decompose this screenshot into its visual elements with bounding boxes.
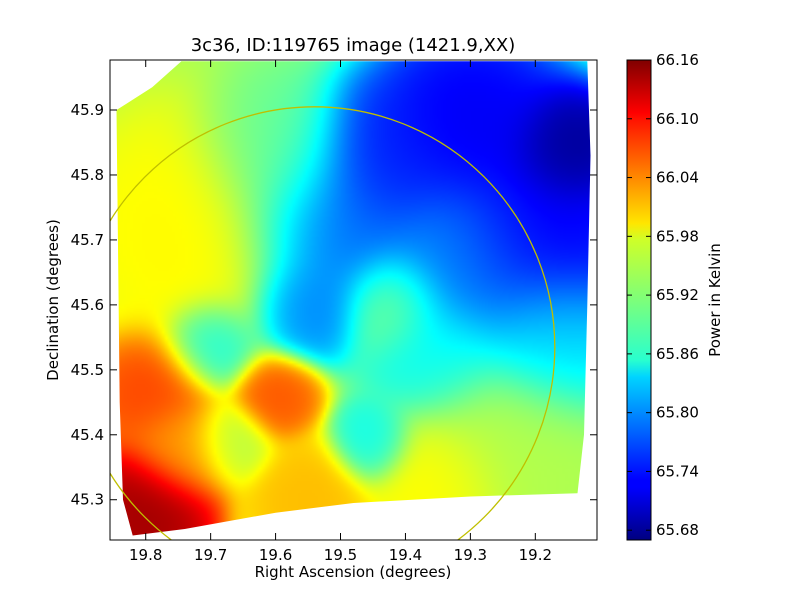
x-tick-label: 19.3 xyxy=(454,546,487,564)
heatmap-raster xyxy=(116,61,591,536)
y-tick-label: 45.8 xyxy=(71,166,104,184)
y-tick-label: 45.4 xyxy=(71,426,104,444)
y-axis-label: Declination (degrees) xyxy=(44,219,62,381)
x-tick-label: 19.2 xyxy=(519,546,552,564)
colorbar-tick-label: 65.86 xyxy=(656,345,699,363)
x-axis-label: Right Ascension (degrees) xyxy=(255,563,452,581)
plot-frame xyxy=(109,59,598,541)
y-axis: 45.3 45.4 45.5 45.6 45.7 45.8 45.9 xyxy=(71,101,597,509)
colorbar-tick-label: 65.98 xyxy=(656,227,699,245)
x-tick-label: 19.7 xyxy=(194,546,227,564)
colorbar-tick-label: 66.16 xyxy=(656,51,699,69)
chart-title: 3c36, ID:119765 image (1421.9,XX) xyxy=(191,35,516,56)
x-tick-label: 19.6 xyxy=(259,546,292,564)
y-tick-label: 45.3 xyxy=(71,491,104,509)
x-axis: 19.8 19.7 19.6 19.5 19.4 19.3 19.2 xyxy=(129,60,552,564)
heatmap-image xyxy=(116,61,591,536)
x-tick-label: 19.4 xyxy=(389,546,422,564)
x-tick-label: 19.8 xyxy=(129,546,162,564)
y-tick-label: 45.6 xyxy=(71,296,104,314)
colorbar-ticks: 65.68 65.74 65.80 65.86 65.92 65.98 66.04 66.10… xyxy=(627,51,699,539)
colorbar-tick-label: 65.68 xyxy=(656,521,699,539)
colorbar-tick-label: 66.04 xyxy=(656,169,699,187)
colorbar-label: Power in Kelvin xyxy=(706,243,724,357)
x-tick-label: 19.5 xyxy=(324,546,357,564)
y-tick-label: 45.7 xyxy=(71,231,104,249)
colorbar xyxy=(627,60,651,540)
y-tick-label: 45.9 xyxy=(71,101,104,119)
beam-circle xyxy=(110,106,556,540)
y-tick-label: 45.5 xyxy=(71,361,104,379)
colorbar-tick-label: 65.74 xyxy=(656,462,699,480)
colorbar-frame xyxy=(626,59,652,541)
colorbar-tick-label: 65.80 xyxy=(656,404,699,422)
colorbar-tick-label: 65.92 xyxy=(656,286,699,304)
colorbar-tick-label: 66.10 xyxy=(656,110,699,128)
plot-area xyxy=(110,60,597,540)
